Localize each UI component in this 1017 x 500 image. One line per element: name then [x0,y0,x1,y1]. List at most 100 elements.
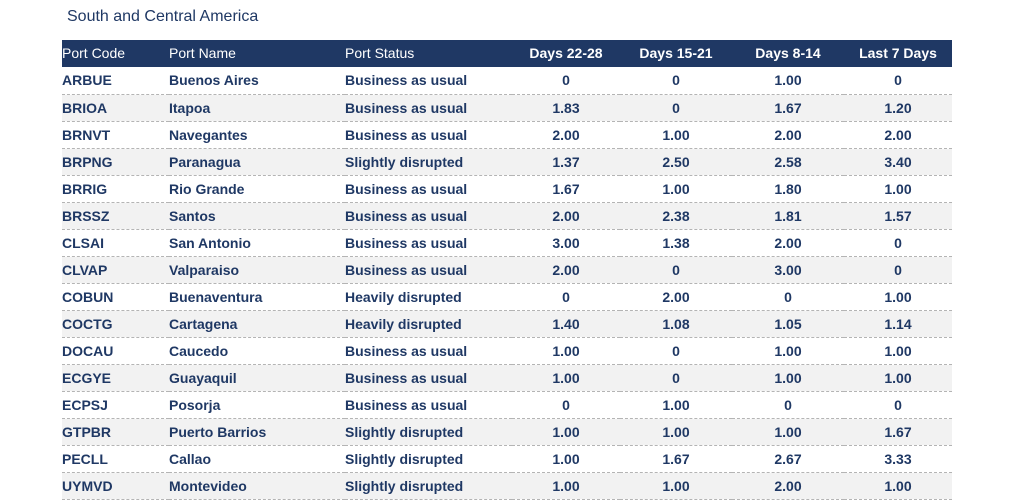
port-name-cell: Caucedo [169,342,229,359]
days-15-21-cell: 1.08 [662,315,690,332]
days-15-21-cell: 0 [672,72,680,89]
port-status-cell: Business as usual [345,396,468,413]
port-code-cell: GTPBR [62,423,111,440]
port-code-cell: DOCAU [62,342,114,359]
last-7-days-cell: 1.00 [884,288,912,305]
last-7-days-cell: 0 [894,261,902,278]
port-status-cell: Business as usual [345,234,468,251]
header-port-code: Port Code [62,45,126,61]
table-row: BRRIG Rio Grande Business as usual 1.67 1.00… [62,175,952,202]
port-code-cell: BRRIG [62,180,108,197]
port-name-cell: Santos [169,207,216,224]
port-status-cell: Heavily disrupted [345,288,462,305]
port-name-cell: Callao [169,450,212,467]
port-status-cell: Slightly disrupted [345,477,464,494]
port-code-cell: BRNVT [62,126,111,143]
days-22-28-cell: 1.00 [552,423,580,440]
table-row: CLSAI San Antonio Business as usual 3.00 1.3… [62,229,952,256]
last-7-days-cell: 1.00 [884,180,912,197]
last-7-days-cell: 1.00 [884,369,912,386]
last-7-days-cell: 2.00 [884,126,912,143]
port-code-cell: CLSAI [62,234,104,251]
port-status-cell: Business as usual [345,261,468,278]
table-row: COCTG Cartagena Heavily disrupted 1.40 1.08 1… [62,310,952,337]
days-8-14-cell: 2.00 [774,477,802,494]
port-code-cell: BRPNG [62,153,113,170]
days-8-14-cell: 0 [784,396,792,413]
header-port-status: Port Status [345,45,415,61]
port-status-cell: Business as usual [345,342,468,359]
table-header-row: Port Code Port Name Port Status Days 22-… [62,40,952,67]
days-15-21-cell: 2.00 [662,288,690,305]
last-7-days-cell: 3.40 [884,153,912,170]
days-15-21-cell: 2.38 [662,207,690,224]
table-body: ARBUE Buenos Aires Business as usual 0 0 1.00… [62,67,952,499]
last-7-days-cell: 1.20 [884,99,912,116]
table-row: UYMVD Montevideo Slightly disrupted 1.00 1.0… [62,472,952,499]
table-row: ECPSJ Posorja Business as usual 0 1.00 0 0 [62,391,952,418]
port-status-cell: Business as usual [345,180,468,197]
last-7-days-cell: 1.14 [884,315,912,332]
port-code-cell: ECPSJ [62,396,108,413]
days-15-21-cell: 1.00 [662,180,690,197]
port-name-cell: Navegantes [169,126,248,143]
days-8-14-cell: 1.67 [774,99,802,116]
table-row: CLVAP Valparaiso Business as usual 2.00 0 3.0… [62,256,952,283]
port-status-cell: Business as usual [345,369,468,386]
days-8-14-cell: 2.58 [774,153,802,170]
table-row: BRNVT Navegantes Business as usual 2.00 1.00… [62,121,952,148]
days-15-21-cell: 1.67 [662,450,690,467]
days-8-14-cell: 1.81 [774,207,802,224]
port-status-cell: Slightly disrupted [345,450,464,467]
days-22-28-cell: 2.00 [552,261,580,278]
days-22-28-cell: 2.00 [552,207,580,224]
port-code-cell: ECGYE [62,369,112,386]
last-7-days-cell: 1.67 [884,423,912,440]
days-22-28-cell: 1.67 [552,180,580,197]
table-row: BRSSZ Santos Business as usual 2.00 2.38 1.81… [62,202,952,229]
port-status-cell: Business as usual [345,207,468,224]
header-days-22-28: Days 22-28 [529,45,603,61]
days-22-28-cell: 0 [562,72,570,89]
days-8-14-cell: 1.80 [774,180,802,197]
days-15-21-cell: 0 [672,342,680,359]
table-row: GTPBR Puerto Barrios Slightly disrupted 1.0… [62,418,952,445]
port-status-cell: Business as usual [345,99,468,116]
table-row: DOCAU Caucedo Business as usual 1.00 0 1.00 1.… [62,337,952,364]
days-22-28-cell: 0 [562,288,570,305]
port-status-cell: Business as usual [345,126,468,143]
days-8-14-cell: 0 [784,288,792,305]
port-code-cell: BRSSZ [62,207,110,224]
port-name-cell: Cartagena [169,315,238,332]
days-15-21-cell: 1.00 [662,423,690,440]
port-code-cell: COBUN [62,288,114,305]
last-7-days-cell: 0 [894,396,902,413]
region-title: South and Central America [67,8,259,25]
header-days-8-14: Days 8-14 [755,45,821,61]
port-name-cell: Posorja [169,396,221,413]
days-8-14-cell: 2.67 [774,450,802,467]
port-code-cell: UYMVD [62,477,113,494]
days-8-14-cell: 2.00 [774,234,802,251]
days-15-21-cell: 1.38 [662,234,690,251]
table-row: PECLL Callao Slightly disrupted 1.00 1.67 2.6… [62,445,952,472]
last-7-days-cell: 1.57 [884,207,912,224]
last-7-days-cell: 1.00 [884,342,912,359]
days-8-14-cell: 1.00 [774,342,802,359]
days-22-28-cell: 1.00 [552,477,580,494]
days-22-28-cell: 1.00 [552,369,580,386]
port-name-cell: Montevideo [169,477,247,494]
port-status-cell: Slightly disrupted [345,423,464,440]
port-code-cell: BRIOA [62,99,108,116]
table-row: ECGYE Guayaquil Business as usual 1.00 0 1.00… [62,364,952,391]
days-22-28-cell: 2.00 [552,126,580,143]
days-8-14-cell: 1.00 [774,369,802,386]
port-status-cell: Slightly disrupted [345,153,464,170]
days-15-21-cell: 1.00 [662,396,690,413]
port-code-cell: COCTG [62,315,113,332]
port-name-cell: Buenos Aires [169,72,259,89]
port-status-table: Port Code Port Name Port Status Days 22-… [62,40,952,500]
table-row: COBUN Buenaventura Heavily disrupted 0 2.00 0… [62,283,952,310]
days-22-28-cell: 1.83 [552,99,580,116]
port-name-cell: San Antonio [169,234,251,251]
